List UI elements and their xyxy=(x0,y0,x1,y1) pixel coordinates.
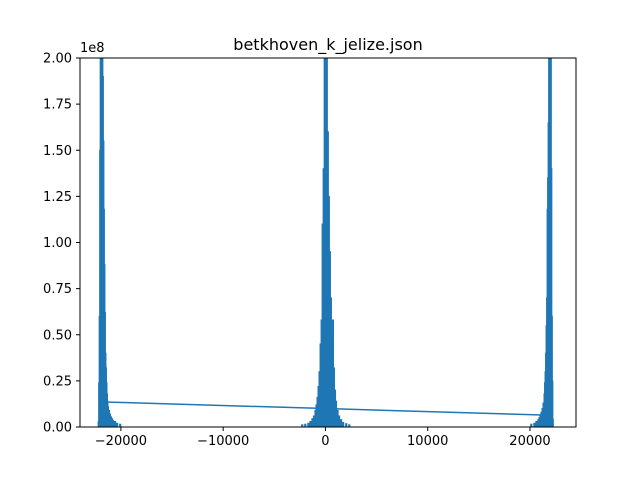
bar-peak3-2 xyxy=(533,422,536,428)
x-tick-label: −20000 xyxy=(95,434,147,449)
trend-line-group xyxy=(108,401,543,416)
trend-line xyxy=(108,401,543,416)
bar-peak2-6 xyxy=(312,415,316,428)
y-tick-label: 1.25 xyxy=(43,190,72,205)
x-tick-label: 10000 xyxy=(407,434,448,449)
y-axis: 0.00 0.25 0.50 0.75 1.00 1.25 1.50 1.75 2.00 xyxy=(43,52,80,436)
y-tick-label: 2.00 xyxy=(43,52,72,67)
x-tick-label: 20000 xyxy=(509,434,550,449)
bar-peak2-30 xyxy=(339,419,343,428)
y-tick-label: 0.75 xyxy=(43,282,72,297)
y-axis-offset-label: 1e8 xyxy=(80,41,105,56)
bar-peak2-3 xyxy=(307,422,310,428)
bar-peak1-24 xyxy=(111,420,115,428)
bar-peak2-4 xyxy=(309,420,312,428)
x-tick-label: −10000 xyxy=(197,434,249,449)
x-tick-label: 0 xyxy=(321,434,329,449)
y-tick-label: 1.50 xyxy=(43,144,72,159)
y-tick-label: 1.75 xyxy=(43,98,72,113)
bar-peak2-5 xyxy=(311,418,314,428)
bar-peak3-26 xyxy=(551,419,554,428)
bar-peak2-29 xyxy=(337,415,341,428)
bar-peak1-26 xyxy=(116,422,119,428)
x-axis: −20000 −10000 0 10000 20000 xyxy=(95,427,551,449)
bar-peak2-28 xyxy=(336,409,339,428)
bar-peak2-31 xyxy=(342,421,345,428)
y-tick-label: 0.50 xyxy=(43,328,72,343)
y-tick-label: 1.00 xyxy=(43,236,72,251)
y-tick-label: 0.25 xyxy=(43,374,72,389)
y-tick-label: 0.00 xyxy=(43,421,72,436)
chart-title: betkhoven_k_jelize.json xyxy=(233,35,422,55)
plot-area xyxy=(79,57,577,428)
bar-peak3-3 xyxy=(535,420,538,428)
bar-peak2-27 xyxy=(334,400,338,428)
bar-peak1-25 xyxy=(113,420,117,428)
